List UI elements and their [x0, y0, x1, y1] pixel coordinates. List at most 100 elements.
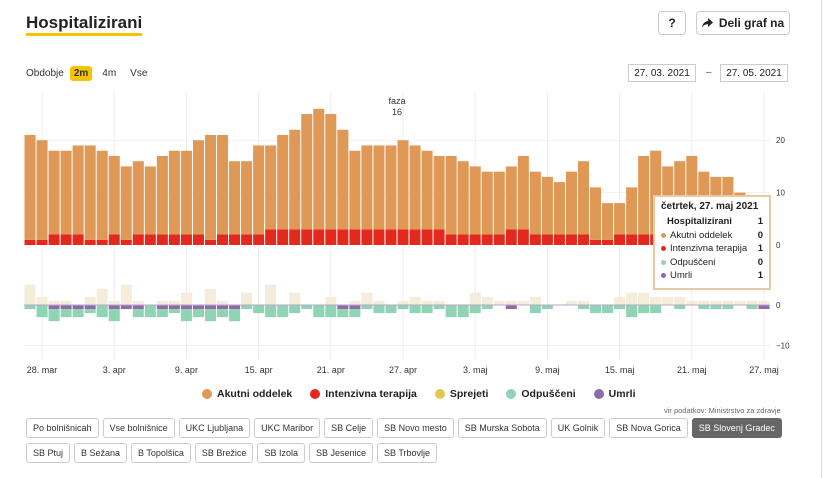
tab-sb-izola[interactable]: SB Izola [257, 443, 305, 463]
admitted-bar [517, 300, 529, 305]
y-tick-label: −10 [776, 342, 790, 351]
icu-bar [132, 234, 144, 245]
acute-bar [626, 187, 638, 235]
tab-sb-nova-gorica[interactable]: SB Nova Gorica [609, 418, 688, 438]
tooltip-value: 1 [757, 216, 763, 228]
discharged-bar [349, 309, 361, 318]
icu-bar [445, 234, 457, 245]
admitted-dot-icon [434, 389, 445, 399]
tab-sb-brezice[interactable]: SB Brežice [194, 443, 254, 463]
tooltip-label: Hospitalizirani [667, 216, 732, 228]
discharged-bar [529, 305, 541, 314]
tooltip-value: 1 [757, 270, 763, 282]
discharged-bar [433, 305, 445, 310]
deceased-bar [337, 305, 349, 310]
icu-bar [265, 229, 277, 245]
discharged-bar [108, 309, 120, 322]
acute-bar [650, 150, 662, 235]
tab-sb-jesenice[interactable]: SB Jesenice [308, 443, 374, 463]
legend-item-discharged[interactable]: Odpuščeni [506, 388, 576, 400]
admitted-bar [180, 292, 192, 305]
discharged-bar [674, 305, 686, 310]
tooltip-label: Umrli [670, 270, 693, 282]
acute-bar [469, 166, 481, 235]
admitted-bar [241, 292, 253, 305]
tab-sb-celje[interactable]: SB Celje [324, 418, 374, 438]
discharged-bar [577, 305, 590, 310]
tab-sb-novo-mesto[interactable]: SB Novo mesto [377, 418, 454, 438]
legend-item-deceased[interactable]: Umrli [593, 388, 636, 400]
tab-sb-slovenj-gradec[interactable]: SB Slovenj Gradec [691, 418, 782, 438]
period-selector: Obdobje 2m 4m Vse [26, 66, 151, 81]
acute-bar [241, 161, 253, 235]
tab-po-bolnisnicah[interactable]: Po bolnišnicah [26, 418, 99, 438]
acute-bar [132, 161, 144, 235]
legend-label: Akutni oddelek [217, 388, 293, 400]
admitted-bar [108, 300, 120, 305]
admitted-bar [289, 292, 301, 305]
tab-uk-golnik[interactable]: UK Golnik [550, 418, 606, 438]
tooltip-label: Odpuščeni [670, 256, 716, 268]
discharged-bar [168, 309, 180, 314]
help-button[interactable]: ? [658, 11, 686, 35]
period-option-4m[interactable]: 4m [102, 68, 117, 79]
icu-bar [457, 234, 469, 245]
legend-label: Intenzivna terapija [325, 388, 417, 400]
deceased-dot-icon [593, 389, 604, 399]
acute-bar [481, 171, 493, 235]
tab-ukc-ljubljana[interactable]: UKC Ljubljana [178, 418, 251, 438]
legend-item-admitted[interactable]: Sprejeti [434, 388, 488, 400]
icu-bar [493, 234, 505, 245]
tooltip-label: Intenzivna terapija [670, 243, 748, 255]
icu-bar [373, 229, 385, 245]
icu-bar [204, 239, 217, 245]
period-option-2m[interactable]: 2m [69, 66, 93, 81]
tab-sb-ptuj[interactable]: SB Ptuj [26, 443, 71, 463]
deceased-bar [204, 305, 217, 310]
x-tick-label: 27. maj [749, 365, 779, 375]
y-tick-label: 0 [776, 241, 781, 250]
admitted-bar [505, 300, 517, 305]
icu-bar [48, 234, 60, 245]
deceased-bar [120, 305, 132, 310]
admitted-bar [24, 284, 36, 305]
period-label: Obdobje [26, 68, 64, 79]
tab-b-topolsica[interactable]: B Topolšica [131, 443, 191, 463]
tab-ukc-maribor[interactable]: UKC Maribor [254, 418, 321, 438]
acute-bar [108, 155, 120, 235]
discharged-bar [217, 309, 229, 318]
tab-b-sezana[interactable]: B Sežana [74, 443, 128, 463]
tab-sb-murska-sobota[interactable]: SB Murska Sobota [457, 418, 547, 438]
hospitalized-chart[interactable]: 28. mar 3. apr 9. apr 15. apr 21. apr 27. apr… [0, 0, 822, 385]
share-button[interactable]: Deli graf na [696, 11, 790, 35]
discharged-bar [614, 305, 626, 310]
discharged-bar [602, 305, 614, 314]
discharged-bar [638, 305, 650, 314]
discharged-bar [361, 305, 373, 310]
hospital-tabs: Po bolnišnicah Vse bolnišnice UKC Ljublj… [26, 418, 796, 463]
icu-bar [217, 234, 229, 245]
deceased-bar [60, 305, 72, 310]
discharged-bar [265, 305, 277, 318]
icu-bar [289, 229, 301, 245]
legend-item-acute[interactable]: Akutni oddelek [202, 388, 292, 400]
y-tick-label: 20 [776, 136, 785, 145]
date-to-input[interactable]: 27. 05. 2021 [720, 64, 788, 82]
discharged-bar [481, 305, 493, 310]
legend-item-icu[interactable]: Intenzivna terapija [310, 388, 417, 400]
date-from-input[interactable]: 27. 03. 2021 [628, 64, 696, 82]
acute-dot-icon [202, 389, 212, 399]
admitted-bar [493, 300, 505, 305]
icu-bar [180, 234, 192, 245]
acute-bar [385, 145, 397, 230]
tooltip-row-total: Hospitalizirani 1 [661, 215, 763, 229]
discharged-bar [48, 309, 60, 322]
discharged-bar [590, 305, 602, 314]
period-option-all[interactable]: Vse [130, 68, 148, 79]
tab-vse-bolnisnice[interactable]: Vse bolnišnice [102, 418, 175, 438]
discharged-bar [650, 305, 662, 314]
admitted-bar [722, 300, 734, 305]
tab-sb-trbovlje[interactable]: SB Trbovlje [377, 443, 438, 463]
acute-bar [204, 135, 217, 240]
discharged-bar [722, 305, 734, 310]
